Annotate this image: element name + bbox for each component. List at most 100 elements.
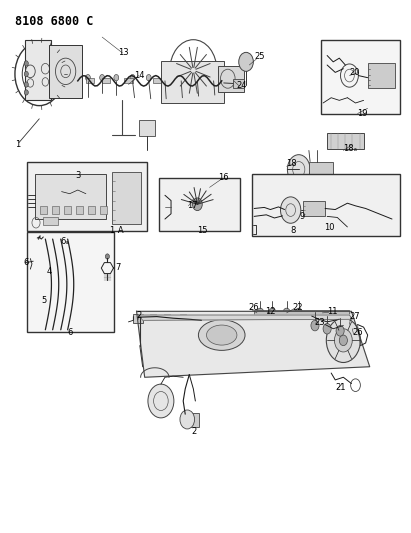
Bar bbox=[40, 206, 47, 214]
Bar bbox=[321, 39, 400, 114]
Text: 11: 11 bbox=[327, 307, 337, 316]
Circle shape bbox=[130, 75, 135, 81]
Circle shape bbox=[335, 329, 352, 352]
Circle shape bbox=[269, 308, 276, 318]
Bar bbox=[35, 174, 106, 219]
Ellipse shape bbox=[199, 320, 245, 350]
Circle shape bbox=[148, 384, 174, 418]
Bar bbox=[86, 78, 94, 83]
Bar bbox=[27, 232, 114, 333]
Text: 16: 16 bbox=[218, 173, 228, 182]
Bar bbox=[309, 161, 333, 175]
Bar bbox=[43, 217, 58, 225]
Text: 6ₐ: 6ₐ bbox=[60, 237, 69, 246]
Circle shape bbox=[323, 324, 331, 334]
Circle shape bbox=[114, 75, 119, 81]
Text: 25: 25 bbox=[254, 52, 265, 61]
Circle shape bbox=[283, 308, 290, 318]
Text: 27: 27 bbox=[349, 312, 360, 321]
Bar bbox=[180, 314, 187, 319]
Bar bbox=[88, 206, 95, 214]
Circle shape bbox=[24, 82, 28, 87]
Circle shape bbox=[180, 410, 194, 429]
Text: 12: 12 bbox=[266, 307, 276, 316]
Bar bbox=[100, 206, 107, 214]
Text: 6: 6 bbox=[24, 259, 29, 268]
Text: 7: 7 bbox=[115, 263, 120, 272]
Text: 18: 18 bbox=[286, 159, 297, 168]
Text: 6: 6 bbox=[68, 328, 73, 337]
Circle shape bbox=[192, 198, 202, 211]
Bar bbox=[52, 206, 59, 214]
Bar bbox=[159, 178, 240, 231]
Bar bbox=[49, 45, 82, 98]
Bar bbox=[153, 78, 161, 83]
Bar bbox=[125, 78, 132, 83]
Bar bbox=[173, 78, 181, 83]
Circle shape bbox=[280, 197, 301, 223]
Bar bbox=[183, 413, 199, 427]
Text: 26: 26 bbox=[352, 328, 363, 337]
Circle shape bbox=[256, 308, 264, 318]
Circle shape bbox=[326, 318, 360, 362]
Circle shape bbox=[295, 308, 302, 318]
Text: 10: 10 bbox=[324, 223, 335, 232]
Bar bbox=[218, 66, 244, 92]
Ellipse shape bbox=[206, 325, 237, 345]
Text: 23: 23 bbox=[314, 318, 325, 327]
Circle shape bbox=[85, 75, 90, 81]
Circle shape bbox=[100, 75, 104, 81]
Text: 4: 4 bbox=[46, 267, 52, 276]
Circle shape bbox=[24, 61, 28, 66]
Circle shape bbox=[336, 326, 344, 336]
Bar bbox=[161, 61, 224, 103]
Text: 3: 3 bbox=[76, 171, 81, 180]
Text: 20: 20 bbox=[349, 68, 360, 77]
Text: 2: 2 bbox=[136, 311, 142, 319]
Text: 22: 22 bbox=[292, 303, 303, 312]
Bar bbox=[25, 39, 51, 100]
Text: 1: 1 bbox=[15, 140, 20, 149]
Text: 21: 21 bbox=[335, 383, 346, 392]
Circle shape bbox=[24, 90, 28, 95]
Text: 18ₐ: 18ₐ bbox=[343, 144, 357, 153]
Bar bbox=[303, 200, 325, 216]
Bar bbox=[76, 206, 83, 214]
Bar bbox=[233, 79, 245, 88]
Text: 8: 8 bbox=[291, 226, 296, 235]
Bar bbox=[112, 172, 141, 224]
Text: 2: 2 bbox=[191, 426, 196, 435]
Bar bbox=[254, 310, 349, 316]
Bar bbox=[27, 162, 147, 231]
Circle shape bbox=[187, 62, 199, 78]
Circle shape bbox=[211, 75, 216, 81]
Bar bbox=[102, 78, 110, 83]
Bar bbox=[327, 133, 364, 149]
Bar bbox=[368, 63, 395, 88]
Circle shape bbox=[24, 71, 28, 77]
Circle shape bbox=[195, 75, 200, 81]
Text: 17: 17 bbox=[187, 201, 198, 211]
Text: 26: 26 bbox=[248, 303, 259, 312]
Text: 15: 15 bbox=[197, 226, 208, 235]
Bar bbox=[64, 206, 72, 214]
Polygon shape bbox=[139, 315, 352, 320]
Text: 9: 9 bbox=[300, 212, 305, 221]
Circle shape bbox=[339, 335, 347, 345]
Bar bbox=[252, 174, 400, 236]
Bar bbox=[133, 314, 143, 324]
Bar bbox=[150, 314, 156, 319]
Circle shape bbox=[287, 155, 310, 184]
Circle shape bbox=[162, 75, 167, 81]
Circle shape bbox=[105, 254, 109, 259]
Bar bbox=[139, 120, 155, 136]
Bar bbox=[164, 314, 170, 319]
Polygon shape bbox=[136, 311, 370, 377]
Text: 19: 19 bbox=[358, 109, 368, 118]
Text: 8108 6800 C: 8108 6800 C bbox=[15, 15, 93, 28]
Circle shape bbox=[239, 52, 253, 71]
Text: 1 A: 1 A bbox=[110, 226, 124, 235]
Circle shape bbox=[311, 320, 319, 331]
Text: 14: 14 bbox=[134, 71, 145, 80]
Text: 5: 5 bbox=[41, 296, 46, 305]
